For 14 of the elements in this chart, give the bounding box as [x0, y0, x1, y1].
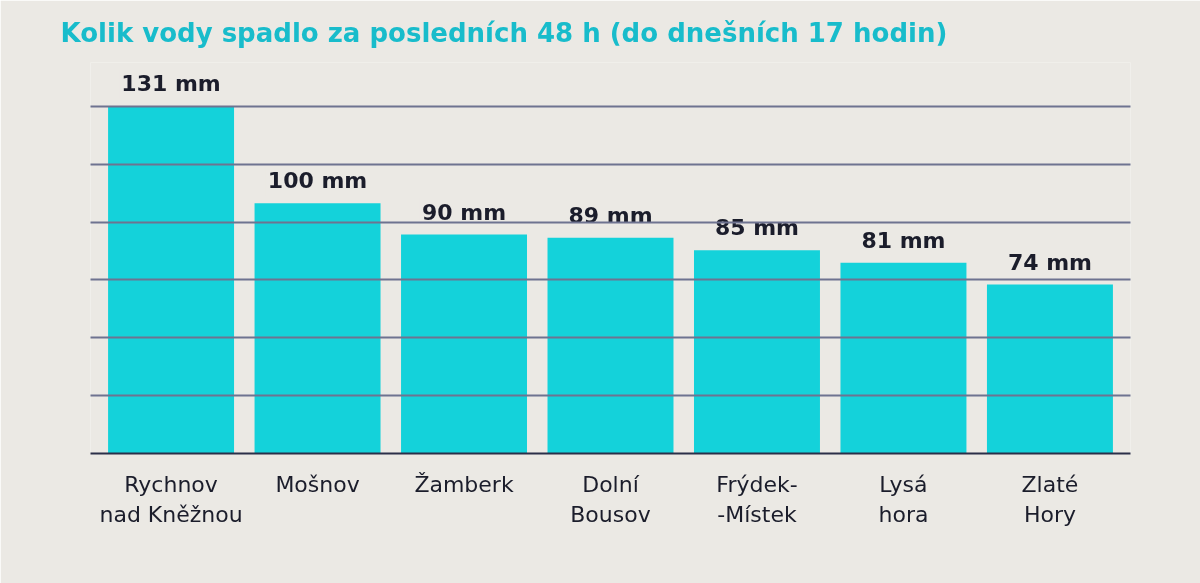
x-tick-label: Zlaté Hory	[1021, 471, 1079, 527]
data-label: 74 mm	[1007, 249, 1092, 275]
x-tick-label: Žamberk	[414, 471, 514, 497]
x-tick-label: Rychnov nad Kněžnou	[99, 471, 243, 527]
x-tick-label: Dolní Bousov	[570, 471, 651, 527]
data-label: 85 mm	[714, 215, 800, 241]
data-label: 131 mm	[121, 71, 221, 97]
x-tick-label: Lysá hora	[878, 471, 929, 527]
data-label: 100 mm	[267, 168, 368, 194]
x-tick-label: Mošnov	[275, 471, 360, 497]
x-tick-label: Frýdek- -Místek	[716, 471, 798, 527]
data-label: 90 mm	[421, 199, 507, 225]
chart-title: Kolik vody spadlo za posledních 48 h (do dnešních 17 hodin)	[60, 17, 948, 48]
data-label: 81 mm	[861, 227, 946, 253]
